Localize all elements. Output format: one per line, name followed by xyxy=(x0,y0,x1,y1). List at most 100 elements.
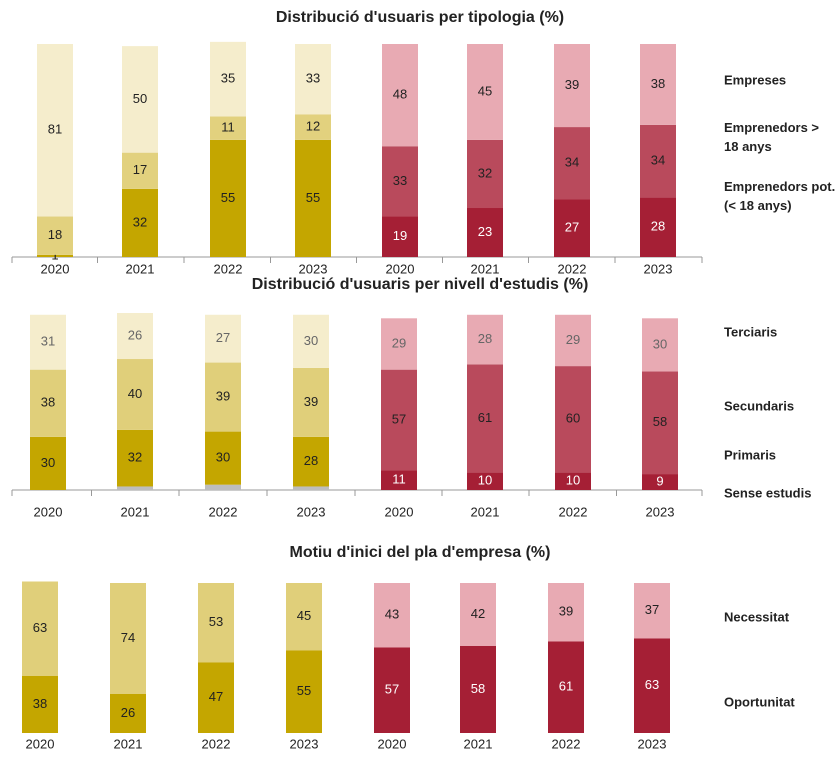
x-tick-label: 2022 xyxy=(202,736,231,751)
data-label: 10 xyxy=(478,473,492,488)
bar-segment xyxy=(467,314,503,365)
bar-segment xyxy=(555,366,591,473)
bar-segment xyxy=(110,583,146,694)
data-label: 45 xyxy=(297,608,311,623)
data-label: 42 xyxy=(471,606,485,621)
bar-segment xyxy=(382,146,418,217)
legend-entry: Oportunitat xyxy=(724,694,795,710)
bar-segment xyxy=(205,431,241,485)
bar-segment xyxy=(37,254,73,257)
bar-segment xyxy=(295,114,331,140)
bar-segment xyxy=(205,362,241,432)
x-tick-label: 2022 xyxy=(558,261,587,276)
x-tick-label: 2023 xyxy=(644,261,673,276)
data-label: 19 xyxy=(393,228,407,243)
x-tick-label: 2021 xyxy=(471,504,500,519)
bar-segment xyxy=(382,44,418,147)
bar-segment xyxy=(467,364,503,473)
bar-segment xyxy=(22,581,58,676)
bar-segment xyxy=(205,484,241,490)
bar-segment xyxy=(295,44,331,115)
bar-segment xyxy=(460,583,496,646)
data-label: 33 xyxy=(393,173,407,188)
data-label: 26 xyxy=(121,705,135,720)
x-tick-label: 2023 xyxy=(297,504,326,519)
bar-segment xyxy=(293,367,329,437)
data-label: 32 xyxy=(478,165,492,180)
data-label: 50 xyxy=(133,91,147,106)
bar-segment xyxy=(554,127,590,200)
bar-segment xyxy=(467,208,503,257)
bar-segment xyxy=(293,436,329,487)
bar-segment xyxy=(555,314,591,367)
data-label: 61 xyxy=(559,679,573,694)
bar-segment xyxy=(205,314,241,363)
data-label: 32 xyxy=(128,450,142,465)
bar-segment xyxy=(382,216,418,257)
x-tick-label: 2021 xyxy=(126,261,155,276)
data-label: 1 xyxy=(51,247,58,262)
data-label: 61 xyxy=(478,410,492,425)
bar-segment xyxy=(30,314,66,370)
bar-segment xyxy=(640,44,676,125)
bar-segment xyxy=(467,472,503,490)
x-tick-label: 2021 xyxy=(464,736,493,751)
data-label: 39 xyxy=(565,77,579,92)
bar-segment xyxy=(210,41,246,117)
x-tick-label: 2020 xyxy=(34,504,63,519)
data-label: 17 xyxy=(133,162,147,177)
data-label: 23 xyxy=(478,224,492,239)
bar-segment xyxy=(295,139,331,257)
bar-segment xyxy=(634,583,670,639)
bar-segment xyxy=(634,638,670,733)
data-label: 11 xyxy=(392,472,406,487)
bar-segment xyxy=(210,139,246,257)
x-tick-label: 2023 xyxy=(299,261,328,276)
bar-segment xyxy=(642,474,678,490)
bar-segment xyxy=(122,188,158,257)
x-tick-label: 2023 xyxy=(646,504,675,519)
chart-title: Distribució d'usuaris per nivell d'estud… xyxy=(252,276,589,293)
data-label: 27 xyxy=(565,220,579,235)
bar-segment xyxy=(555,472,591,490)
bar-segment xyxy=(640,124,676,198)
legend-entry: Terciaris xyxy=(724,324,778,340)
data-label: 9 xyxy=(656,473,663,488)
data-label: 30 xyxy=(304,333,318,348)
data-label: 60 xyxy=(566,411,580,426)
data-label: 43 xyxy=(385,607,399,622)
data-label: 55 xyxy=(306,190,320,205)
data-label: 38 xyxy=(651,76,665,91)
x-tick-label: 2023 xyxy=(290,736,319,751)
bar-segment xyxy=(381,369,417,471)
legend-entry: Primaris xyxy=(724,447,777,463)
data-label: 39 xyxy=(216,389,230,404)
data-label: 29 xyxy=(392,335,406,350)
data-label: 28 xyxy=(478,331,492,346)
chart-title: Motiu d'inici del pla d'empresa (%) xyxy=(290,544,551,561)
bar-segment xyxy=(22,676,58,733)
bar-segment xyxy=(286,583,322,651)
bar-segment xyxy=(117,486,153,490)
x-tick-label: 2022 xyxy=(552,736,581,751)
bar-segment xyxy=(110,694,146,733)
data-label: 37 xyxy=(645,602,659,617)
data-label: 12 xyxy=(306,119,320,134)
bar-segment xyxy=(30,369,66,437)
bar-segment xyxy=(554,199,590,257)
data-label: 63 xyxy=(33,620,47,635)
bar-segment xyxy=(122,46,158,153)
bar-segment xyxy=(640,197,676,257)
data-label: 39 xyxy=(304,394,318,409)
data-label: 30 xyxy=(653,336,667,351)
data-label: 35 xyxy=(221,71,235,86)
data-label: 48 xyxy=(393,87,407,102)
data-label: 33 xyxy=(306,71,320,86)
data-label: 53 xyxy=(209,614,223,629)
legend-entry: Emprenedors > 18 anys xyxy=(724,120,820,154)
bar-segment xyxy=(210,116,246,140)
data-label: 63 xyxy=(645,677,659,692)
x-tick-label: 2020 xyxy=(386,261,415,276)
data-label: 58 xyxy=(653,414,667,429)
